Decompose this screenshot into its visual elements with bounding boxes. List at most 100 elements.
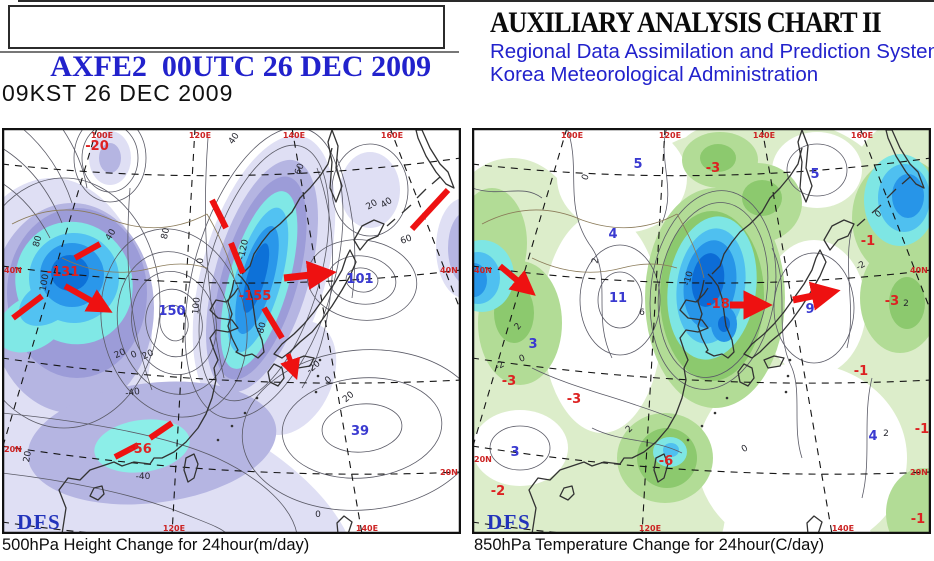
meridian-label: 140E [753,131,775,140]
rise-center-value: 150 [158,304,185,319]
parallel-label: 40N [474,266,492,275]
contour-label: 2 [591,257,602,264]
fall-center-value: -20 [85,139,109,154]
fall-center-value: -56 [128,442,152,457]
cold-advection-arrows [498,263,841,320]
movement-arrow [63,283,113,313]
warming-center-value: 5 [810,167,819,182]
contour-label: 0 [740,443,750,455]
contour-label: -2 [855,260,868,273]
contour-label: -10 [682,270,696,287]
product-title-box: AXFE2 00UTC 26 DEC 2009 [8,5,445,83]
contour-value-labels: 0 2 2 0 -2 6 -10 2 0 2 0 2 -2 [494,173,909,455]
meridian-label: 100E [561,131,583,140]
movement-arrow [792,281,841,311]
contour-label: 0 [518,353,527,364]
dfs-logo: DFS [17,510,61,534]
contour-label: 100 [191,297,202,315]
map-500hpa-svg: -20 -131 150 -155 101 -56 39 80 100 40 8… [2,128,461,534]
meridian-label: 140E [356,524,378,533]
contour-label: 20 [141,348,156,362]
map-500hpa-height-change: -20 -131 150 -155 101 -56 39 80 100 40 8… [2,128,461,534]
map-850hpa-temp-change: -3 5 5 4 11 3 -3 -3 -18 9 -1 -3 -1 3 -2 … [472,128,931,534]
parallel-label: 20N [474,455,492,464]
movement-arrow [280,353,301,380]
chart-subtitle-agency: Korea Meteorological Administration [490,63,819,86]
movement-arrow-segment [228,241,246,275]
temp-contours [472,128,873,499]
contour-label: 2 [513,321,524,332]
parallel-label: 20N [440,468,458,477]
contour-label: 80 [160,227,172,241]
contour-label: 60 [399,233,413,246]
map-caption-850hpa: 850hPa Temperature Change for 24hour(C/d… [474,536,825,554]
coordinate-labels: 100E 120E 140E 160E 120E 140E 40N 20N 40… [474,131,928,533]
contour-label: 2 [624,424,635,435]
cooling-center-value: -3 [885,294,899,309]
movement-arrow-segment [11,293,44,321]
height-fall-movement-arrows [11,187,451,460]
movement-arrow [283,260,337,290]
warming-center-value: 9 [805,302,814,317]
coordinate-labels: 100E 120E 140E 160E 120E 140E 40N 20N 40… [4,131,458,533]
meridian-label: 120E [189,131,211,140]
cooling-center-value: -3 [567,392,581,407]
parallel-label: 20N [4,445,22,454]
parallel-label: 40N [4,266,22,275]
warming-center-value: 5 [633,157,642,172]
contour-label: 20 [113,347,128,361]
contour-label: 0 [129,349,139,361]
temp-change-shading [472,128,931,534]
meridian-label: 140E [283,131,305,140]
warming-center-value: 4 [608,227,617,242]
contour-label: 0 [873,209,884,221]
contour-label: 80 [32,234,45,248]
warming-center-value: 4 [868,429,877,444]
meridian-label: 160E [851,131,873,140]
cooling-center-value: -1 [854,364,868,379]
warming-center-value: 3 [510,445,519,460]
map-caption-500hpa: 500hPa Height Change for 24hour(m/day) [2,536,310,554]
rise-center-value: 101 [346,272,373,287]
contour-label: 2 [903,299,909,309]
meridian-label: 120E [639,524,661,533]
movement-arrow-segment [148,420,174,441]
contour-label: 0 [580,173,591,182]
contour-label: 6 [639,308,645,318]
contour-label: -40 [136,472,151,482]
meridian-label: 100E [91,131,113,140]
chart-subtitle-system: Regional Data Assimilation and Predictio… [490,40,934,63]
contour-label: 0 [323,375,334,387]
cooling-center-value: -6 [659,454,673,469]
meridian-label: 160E [381,131,403,140]
contour-label: 100 [39,273,52,292]
cooling-center-value: -1 [861,234,875,249]
rise-center-value: 39 [351,424,369,439]
movement-arrow-segment [261,306,285,340]
map-frame [2,128,461,534]
warming-center-value: 3 [528,337,537,352]
top-border-line [18,0,934,2]
contour-label: -2 [494,360,507,373]
meridian-label: 140E [832,524,854,533]
contour-label: 60 [293,162,306,176]
cooling-center-value: -18 [706,297,730,312]
issue-time-local: 09KST 26 DEC 2009 [2,80,234,106]
cooling-center-value: -2 [491,484,505,499]
fall-center-value: -155 [239,289,272,304]
contour-label: 2 [883,429,889,439]
movement-arrow-segment [113,442,140,460]
dfs-logo: DFS [487,510,531,534]
movement-arrow-segment [209,198,229,230]
movement-arrow-segment [73,241,102,261]
contour-label: -80 [255,321,269,338]
temp-change-center-labels: -3 5 5 4 11 3 -3 -3 -18 9 -1 -3 -1 3 -2 … [491,157,929,527]
meridian-label: 120E [659,131,681,140]
contour-value-labels: 80 100 40 80 0 100 20 0 20 40 20 40 60 -… [22,131,414,520]
chart-header: AUXILIARY ANALYSIS CHART II Regional Dat… [490,6,934,86]
contour-label: 20 [22,450,34,463]
product-title: AXFE2 00UTC 26 DEC 2009 [50,50,432,83]
movement-arrow-segment [409,187,451,232]
contour-label: -120 [237,238,251,260]
